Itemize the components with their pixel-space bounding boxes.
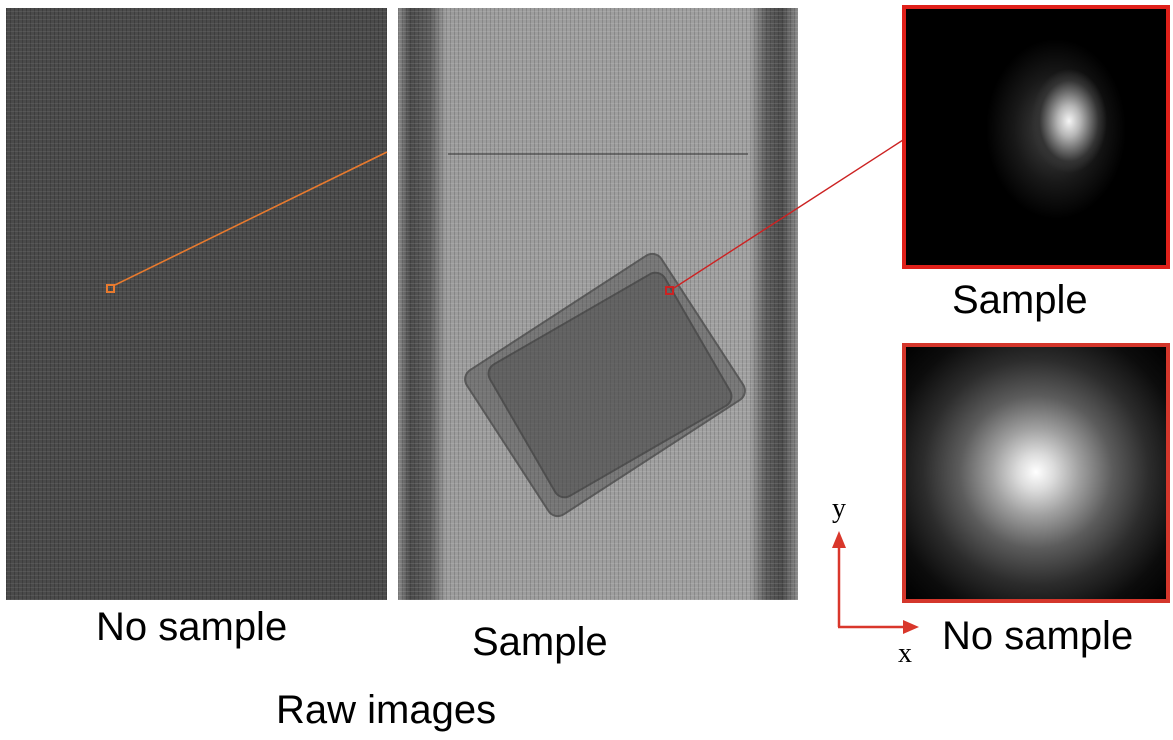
zoom-no-sample-label: No sample <box>942 614 1134 658</box>
raw-image-sample <box>398 8 798 600</box>
raw-image-no-sample <box>6 8 387 600</box>
zoom-sample-label: Sample <box>952 278 1088 322</box>
diffraction-spot-sample <box>906 9 1166 265</box>
axis-y-label: y <box>832 493 846 524</box>
diffraction-spot-no-sample <box>906 347 1166 599</box>
zoom-panel-no-sample <box>902 343 1170 603</box>
axis-x-arrowhead <box>903 620 919 634</box>
raw-no-sample-label: No sample <box>96 605 288 649</box>
roi-marker-sample <box>665 286 674 295</box>
raw-images-caption: Raw images <box>276 688 497 732</box>
sample-edge-line <box>448 153 748 155</box>
zoom-panel-sample <box>902 5 1170 269</box>
raw-sample-label: Sample <box>472 620 608 664</box>
axis-y-arrowhead <box>832 531 846 548</box>
axis-x-label: x <box>898 638 912 669</box>
roi-marker-no-sample <box>106 284 115 293</box>
